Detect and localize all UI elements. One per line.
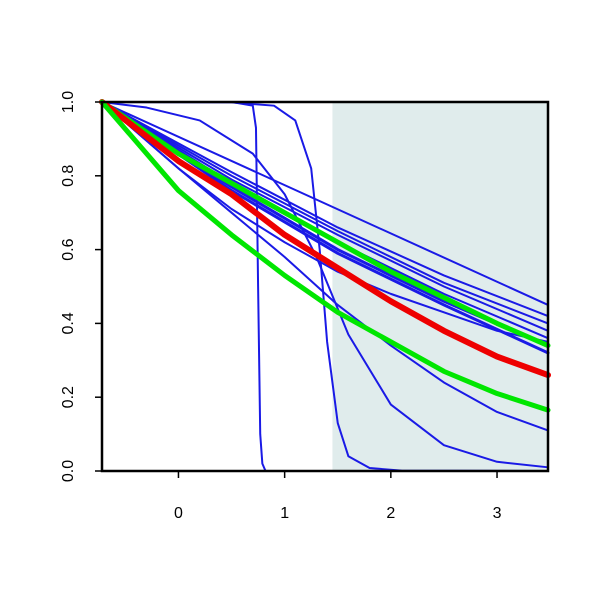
y-tick-label-1: 0.2: [60, 386, 77, 408]
series-line-10: [101, 101, 549, 472]
series-line-12: [101, 101, 549, 343]
y-tick-label-3: 0.6: [60, 238, 77, 260]
series-line-15: [99, 99, 551, 413]
axis-layer: 0 1 2 3 0.0 0.2 0.4 0.6 0.8 1.0: [60, 91, 502, 522]
series-layer: [99, 99, 551, 472]
series-line-14: [99, 99, 551, 379]
series-line-2: [101, 101, 549, 318]
plot-frame: [100, 100, 550, 473]
series-line-4: [101, 101, 549, 332]
y-tick-label-5: 1.0: [60, 91, 77, 113]
x-tick-label-1: 1: [280, 505, 289, 522]
series-line-3: [101, 101, 549, 325]
x-tick-label-2: 2: [386, 505, 395, 522]
series-line-1: [101, 101, 549, 306]
series-line-13: [99, 99, 551, 349]
y-tick-label-4: 0.8: [60, 165, 77, 187]
x-tick-label-3: 3: [493, 505, 502, 522]
x-tick-label-0: 0: [174, 505, 183, 522]
y-tick-label-2: 0.4: [60, 312, 77, 334]
y-tick-label-0: 0.0: [60, 460, 77, 482]
